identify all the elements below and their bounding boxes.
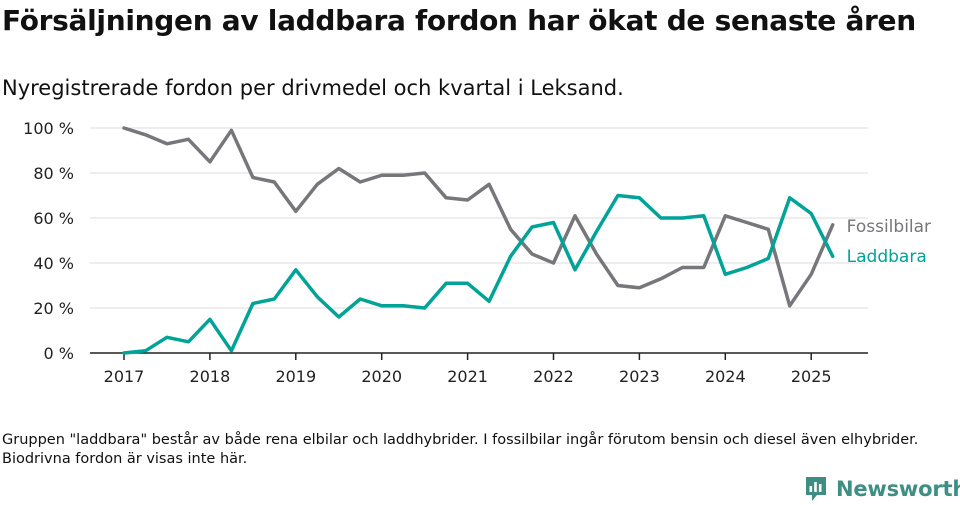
y-tick-label: 40 % — [33, 254, 74, 273]
series-label-laddbara: Laddbara — [847, 247, 927, 267]
series-labels: Fossilbilar Laddbara — [847, 217, 931, 267]
series-lines — [122, 126, 835, 355]
x-tick-label: 2022 — [533, 367, 574, 386]
newsworthy-logo-icon — [806, 477, 826, 501]
x-tick-label: 2024 — [705, 367, 746, 386]
y-tick-label: 60 % — [33, 209, 74, 228]
chart-title: Försäljningen av laddbara fordon har öka… — [2, 4, 916, 37]
x-axis: 2017 2018 2019 2020 2021 2022 2023 2024 2025 — [90, 352, 868, 386]
chart-subtitle: Nyregistrerade fordon per drivmedel och … — [2, 76, 624, 100]
x-tick-label: 2025 — [791, 367, 832, 386]
footnote: Gruppen "laddbara" består av både rena e… — [2, 432, 919, 467]
y-tick-label: 20 % — [33, 299, 74, 318]
x-tick-label: 2020 — [361, 367, 402, 386]
y-axis: 0 % 20 % 40 % 60 % 80 % 100 % — [23, 119, 74, 363]
y-tick-label: 100 % — [23, 119, 74, 138]
y-tick-label: 80 % — [33, 164, 74, 183]
gridlines — [90, 127, 868, 309]
x-tick-label: 2021 — [447, 367, 488, 386]
line-chart: 0 % 20 % 40 % 60 % 80 % 100 % 2017 2018 2019 202… — [23, 119, 931, 386]
x-tick-label: 2017 — [104, 367, 145, 386]
x-tick-label: 2023 — [619, 367, 660, 386]
series-line-fossilbilar — [122, 126, 835, 308]
x-tick-label: 2018 — [190, 367, 231, 386]
y-tick-label: 0 % — [44, 344, 74, 363]
series-line-laddbara — [122, 193, 835, 355]
series-label-fossilbilar: Fossilbilar — [847, 217, 931, 237]
brand-name: Newsworthy — [836, 477, 960, 501]
x-tick-label: 2019 — [275, 367, 316, 386]
brand-logo[interactable]: Newsworthy — [804, 474, 960, 504]
